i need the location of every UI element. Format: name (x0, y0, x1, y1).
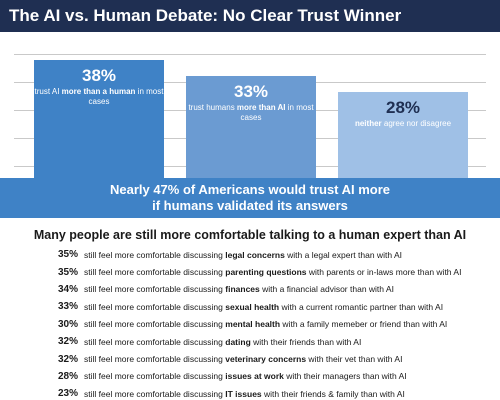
list-item-text: still feel more comfortable discussing l… (84, 249, 402, 260)
list-item-text: still feel more comfortable discussing v… (84, 354, 403, 365)
list-item: 30% still feel more comfortable discussin… (58, 316, 498, 333)
bar-value-label: 33% (233, 82, 269, 101)
list-item-percent: 33% (58, 301, 79, 313)
bar-value-label: 38% (81, 66, 117, 85)
list-item: 35% still feel more comfortable discussin… (58, 263, 498, 280)
list-item: 28% still feel more comfortable discussin… (58, 368, 498, 385)
list-item-percent: 35% (58, 249, 79, 261)
list-item: 35% still feel more comfortable discussin… (58, 246, 498, 263)
banner-line-1: Nearly 47% of Americans would trust AI m… (109, 182, 391, 197)
bar-3: 28% neither agree nor disagree (338, 92, 468, 180)
list-item-text: still feel more comfortable discussing i… (84, 371, 407, 382)
list-item-percent: 28% (58, 370, 79, 382)
bar-category-label: trust humans more than AI in most cases (188, 103, 314, 122)
list-item: 33% still feel more comfortable discussin… (58, 298, 498, 315)
list-item-text: still feel more comfortable discussing p… (84, 267, 462, 278)
list-item-percent: 34% (58, 283, 79, 295)
bar-category-label: trust AI more than a human in most cases (34, 87, 164, 106)
list-item-percent: 32% (58, 353, 79, 365)
list-item: 32% still feel more comfortable discussin… (58, 350, 498, 367)
list-item-text: still feel more comfortable discussing m… (84, 319, 448, 330)
list-item-percent: 32% (58, 336, 79, 348)
bar-1: 38% trust AI more than a human in most ca… (34, 60, 164, 180)
list-item-text: still feel more comfortable discussing f… (84, 284, 394, 295)
bar-2: 33% trust humans more than AI in most cas… (186, 76, 316, 180)
grid-line (14, 54, 486, 55)
list-item-text: still feel more comfortable discussing s… (84, 301, 444, 312)
banner-line-2: if humans validated its answers (152, 198, 348, 213)
list-item-percent: 35% (58, 266, 79, 278)
list-item-percent: 30% (58, 318, 79, 330)
bar-category-label: neither agree nor disagree (354, 119, 452, 128)
list-item-percent: 23% (58, 388, 79, 400)
list-item-text: still feel more comfortable discussing I… (84, 388, 405, 399)
list-item: 32% still feel more comfortable discussin… (58, 333, 498, 350)
list-item: 23% still feel more comfortable discussin… (58, 385, 498, 400)
section-heading: Many people are still more comfortable t… (33, 228, 467, 242)
highlight-banner: Nearly 47% of Americans would trust AI m… (0, 178, 500, 218)
list-item-text: still feel more comfortable discussing d… (84, 336, 362, 347)
comfort-list: 35% still feel more comfortable discussin… (58, 246, 498, 400)
list-item: 34% still feel more comfortable discussin… (58, 281, 498, 298)
bar-value-label: 28% (385, 98, 421, 117)
bar-chart: 38% trust AI more than a human in most ca… (0, 32, 500, 180)
page-title: The AI vs. Human Debate: No Clear Trust … (0, 0, 500, 32)
